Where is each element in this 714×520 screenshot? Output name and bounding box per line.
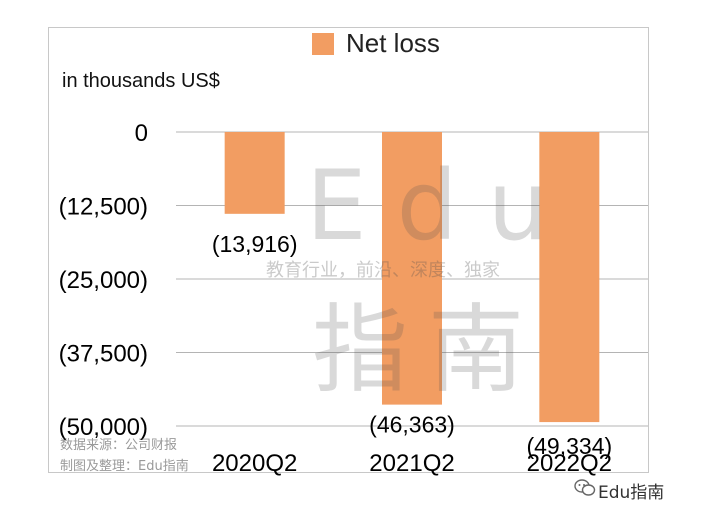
legend-label-net-loss: Net loss bbox=[346, 28, 440, 58]
y-tick-label-1: (12,500) bbox=[59, 194, 148, 221]
watermark-tagline: 教育行业，前沿、深度、独家 bbox=[266, 260, 500, 281]
data-label-2022Q2: (49,334) bbox=[526, 433, 612, 459]
data-label-2020Q2: (13,916) bbox=[212, 231, 298, 257]
brand-label: Edu指南 bbox=[598, 483, 665, 503]
y-tick-label-4: (50,000) bbox=[59, 414, 148, 441]
bar-2020Q2 bbox=[224, 132, 285, 214]
x-tick-label-2020Q2: 2020Q2 bbox=[212, 450, 297, 477]
watermark-edu: Edu bbox=[306, 150, 579, 262]
credit-source: 数据来源：公司财报 bbox=[60, 438, 178, 453]
wechat-icon bbox=[574, 479, 596, 496]
y-tick-label-0: 0 bbox=[135, 120, 148, 147]
credit-made-by: 制图及整理：Edu指南 bbox=[60, 459, 189, 474]
x-tick-label-2022Q2: 2022Q2 bbox=[527, 450, 612, 477]
y-axis-unit-label: in thousands US$ bbox=[62, 70, 220, 92]
watermark-zhinan: 指南 bbox=[312, 294, 544, 406]
x-tick-label-2021Q2: 2021Q2 bbox=[369, 450, 454, 477]
bar-2021Q2 bbox=[382, 132, 442, 405]
legend-swatch-net-loss bbox=[312, 33, 334, 55]
y-tick-label-3: (37,500) bbox=[59, 341, 148, 368]
y-tick-label-2: (25,000) bbox=[59, 267, 148, 294]
bar-2022Q2 bbox=[539, 132, 600, 423]
data-label-2021Q2: (46,363) bbox=[369, 412, 455, 438]
